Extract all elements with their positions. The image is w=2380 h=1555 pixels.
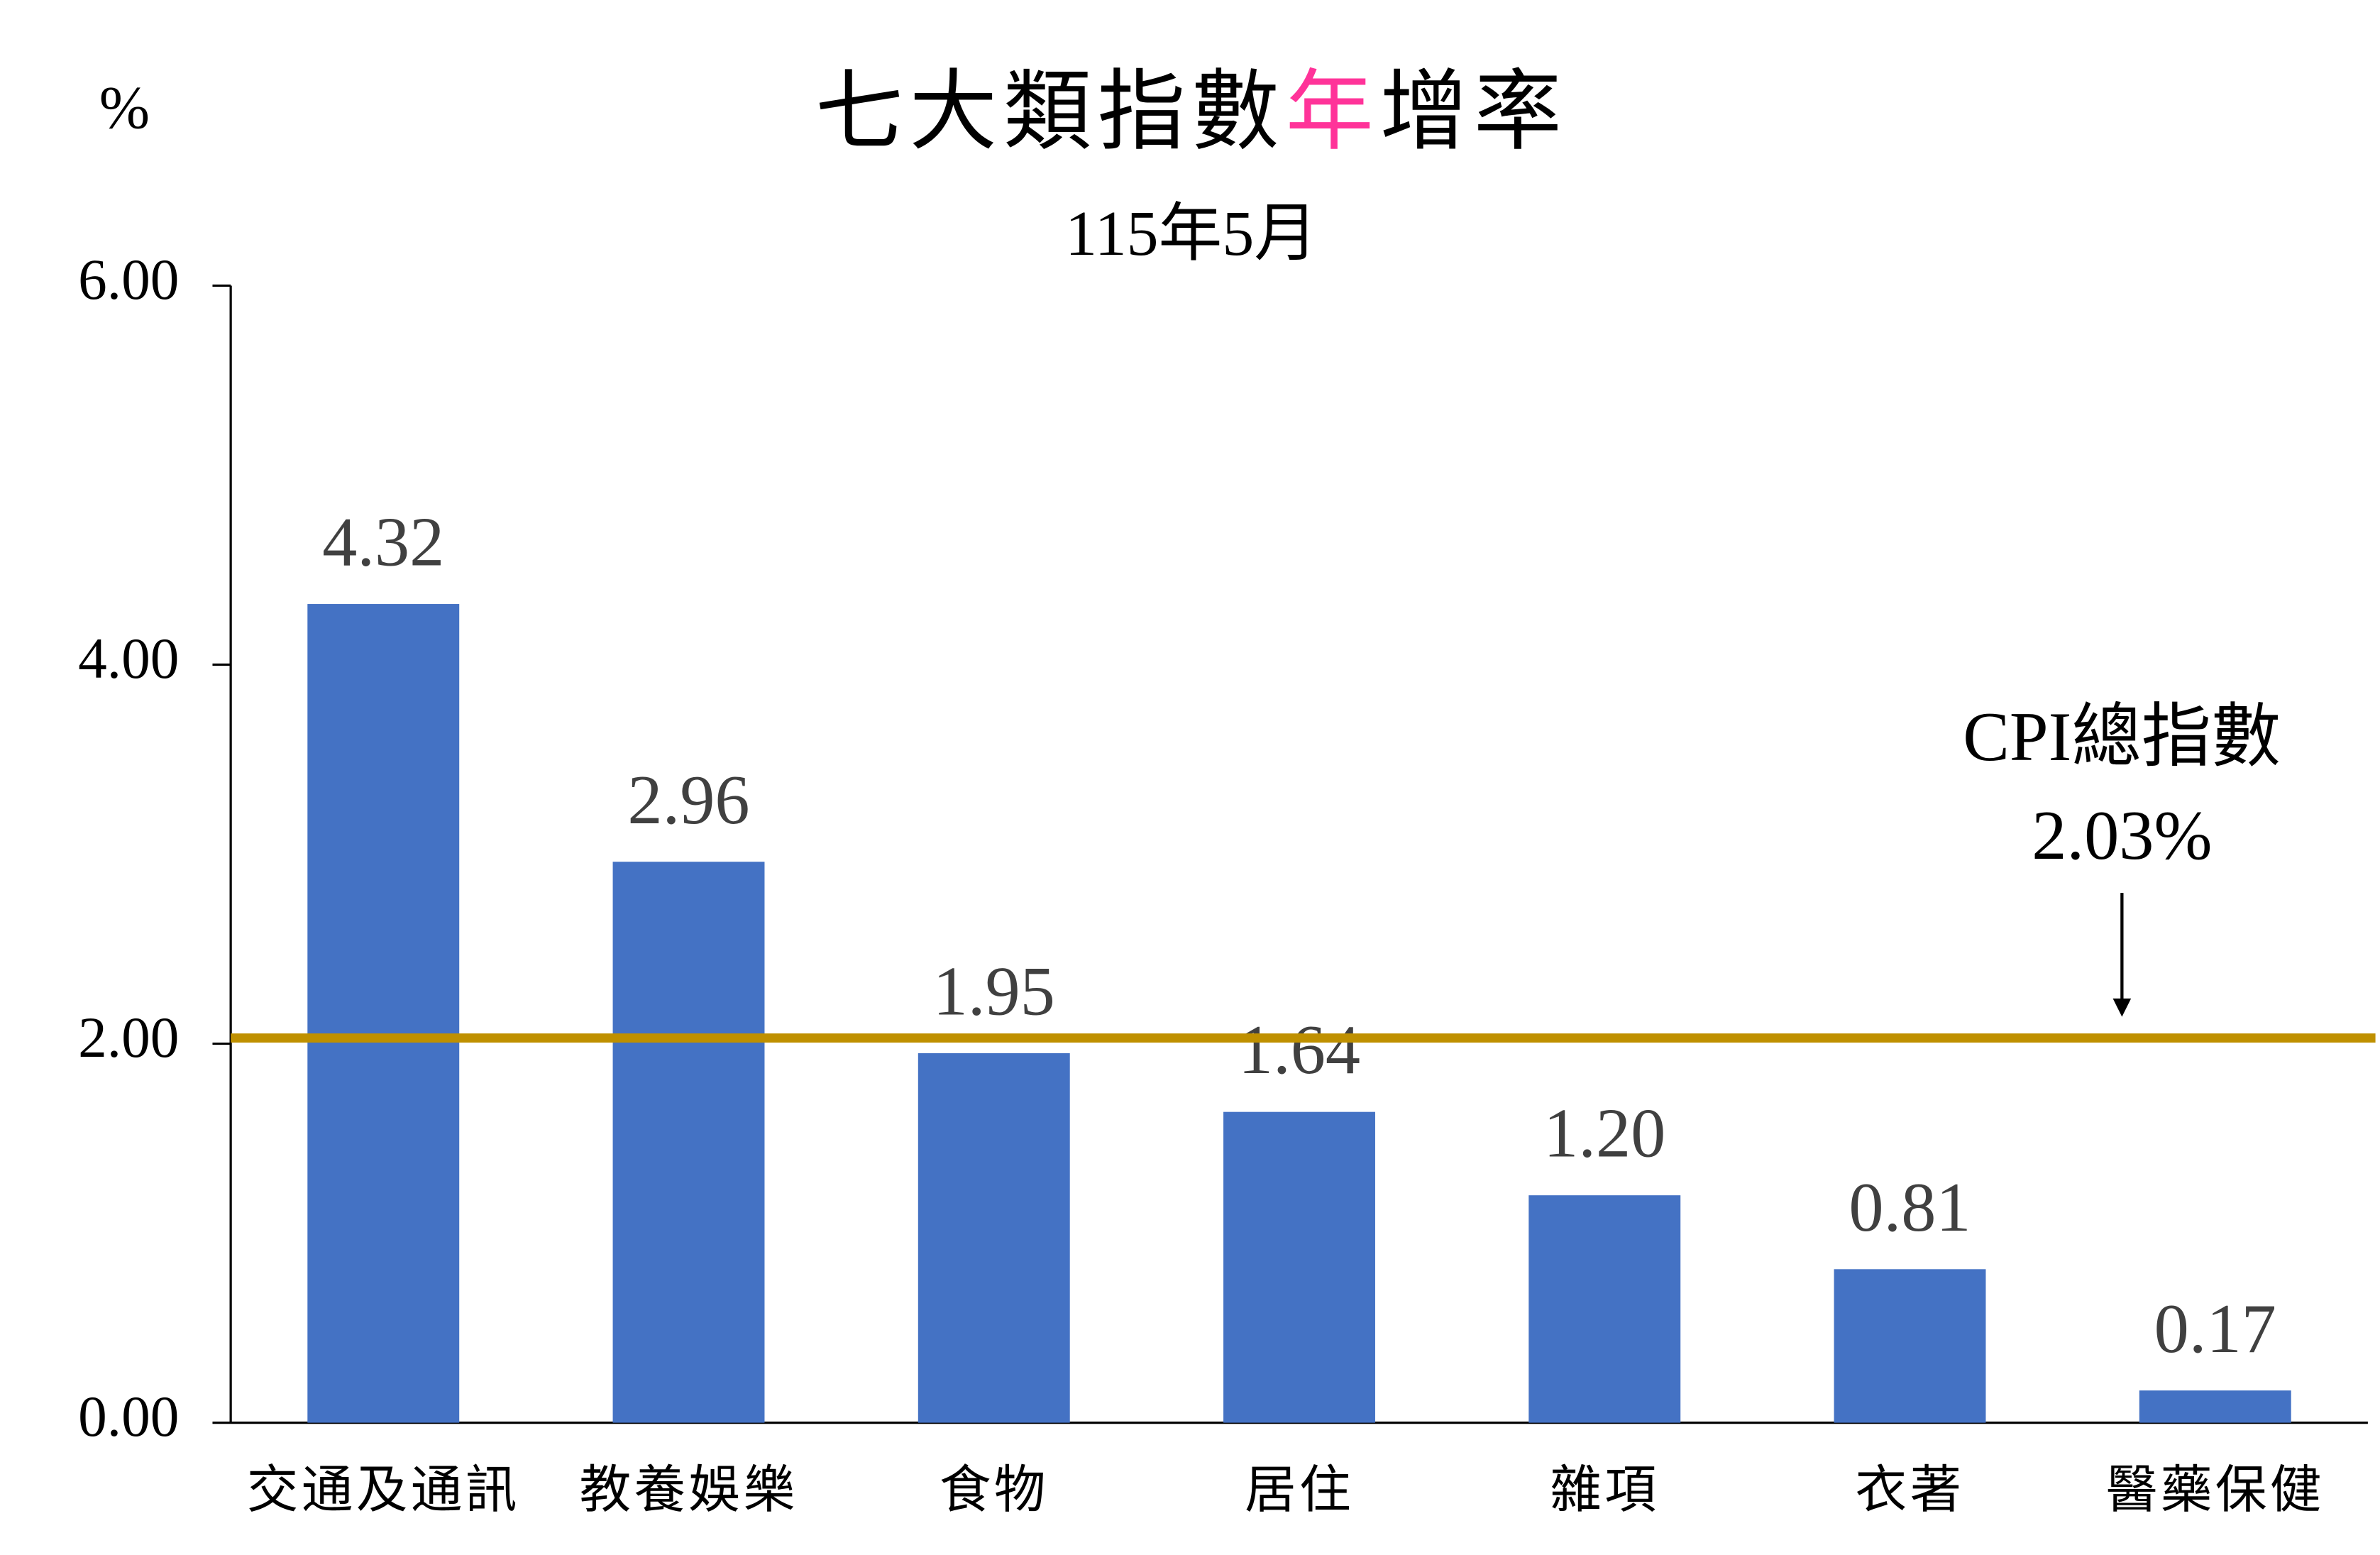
title-segment: 年 [1286, 63, 1380, 161]
reference-value-label: 2.03% [2032, 797, 2212, 874]
bar [307, 604, 460, 1423]
bar [1528, 1195, 1681, 1423]
bar [2139, 1390, 2291, 1423]
x-tick-label: 居住 [1245, 1461, 1354, 1519]
chart-title: 七大類指數年增率 [815, 63, 1568, 161]
value-label: 1.95 [933, 952, 1055, 1030]
y-tick-label: 0.00 [78, 1385, 179, 1449]
reference-label: CPI總指數 [1963, 698, 2281, 776]
value-label: 0.17 [2154, 1290, 2276, 1368]
y-axis-label: % [99, 74, 150, 141]
x-tick-label: 雜項 [1550, 1461, 1659, 1519]
arrow-head [2112, 998, 2132, 1017]
y-tick-label: 4.00 [78, 627, 179, 691]
value-label: 1.20 [1543, 1095, 1665, 1172]
value-label: 1.64 [1238, 1011, 1360, 1089]
value-label: 4.32 [322, 504, 444, 581]
chart-subtitle: 115年5月 [1065, 199, 1318, 269]
y-tick-label: 6.00 [78, 248, 179, 312]
title-segment: 七大類指數 [815, 63, 1286, 161]
x-tick-label: 醫藥保健 [2106, 1461, 2325, 1519]
title-segment: 增率 [1379, 63, 1568, 161]
x-tick-label: 教養娛樂 [580, 1461, 798, 1519]
x-tick-label: 交通及通訊 [247, 1461, 520, 1519]
bar [918, 1053, 1070, 1423]
bar [1834, 1269, 1986, 1423]
bar [612, 862, 765, 1423]
value-label: 0.81 [1849, 1169, 1971, 1246]
x-tick-label: 食物 [940, 1461, 1049, 1519]
y-tick-label: 2.00 [78, 1006, 179, 1070]
x-tick-label: 衣著 [1856, 1461, 1965, 1519]
bar [1223, 1111, 1375, 1423]
value-label: 2.96 [627, 762, 749, 839]
